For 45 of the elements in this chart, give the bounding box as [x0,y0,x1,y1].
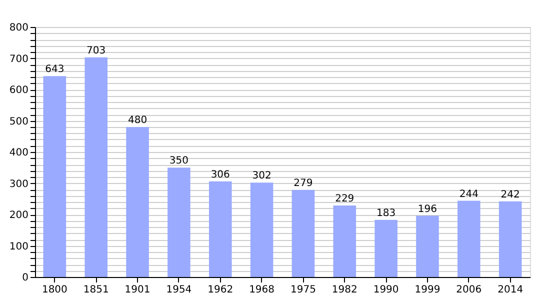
bar [208,181,232,277]
data-label: 244 [459,188,478,200]
bar [43,76,66,277]
data-label: 229 [335,193,354,204]
y-tick-label: 700 [9,54,28,65]
y-tick-label: 600 [9,85,28,96]
x-tick-label: 2014 [498,284,524,296]
x-tick-label: 1954 [166,284,192,296]
y-tick-label: 800 [9,22,28,34]
x-tick-label: 1968 [249,284,275,296]
y-tick-label: 100 [9,241,28,252]
y-tick-label: 0 [22,272,28,284]
y-tick-label: 200 [9,210,28,221]
x-tick-label: 1990 [373,284,399,296]
data-label: 196 [418,204,438,215]
bar [416,216,439,277]
x-tick-label: 1901 [124,284,150,296]
bar [292,190,315,277]
data-label: 350 [169,156,188,167]
x-tick-label: 1962 [208,284,234,296]
bar [250,182,274,277]
x-tick-label: 1975 [290,284,316,296]
x-tick-label: 1999 [414,284,440,296]
data-label: 279 [294,178,313,189]
bar [84,57,108,277]
y-tick-label: 400 [9,148,28,158]
x-tick-label: 1982 [332,284,358,296]
data-label: 302 [252,170,272,182]
bar [333,205,356,277]
bar [498,201,522,277]
data-label: 306 [210,169,230,180]
y-tick-label: 500 [9,116,28,128]
x-tick-label: 1800 [42,284,68,296]
x-tick-label: 2006 [456,284,482,296]
bar [126,127,149,277]
data-label: 183 [376,208,396,219]
data-label: 643 [45,64,64,76]
x-tick-label: 1851 [83,284,109,296]
bar [168,168,190,277]
data-label: 703 [86,45,106,56]
y-tick-label: 300 [9,178,28,190]
data-label: 480 [128,115,148,126]
bar [458,200,480,277]
data-label: 242 [500,189,520,200]
bar [374,220,398,277]
